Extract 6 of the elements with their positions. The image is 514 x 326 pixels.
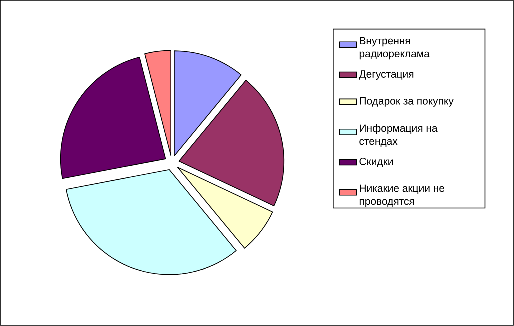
legend-label: Скидки: [360, 158, 394, 168]
legend-label: Подарок за покупку: [360, 98, 454, 107]
legend-label: Дегустация: [359, 70, 414, 80]
legend-label: Никакие акции не проводятся: [360, 184, 445, 208]
legend-label: Внутрення радиореклама: [360, 37, 430, 60]
legend-label: Информация на стендах: [360, 124, 438, 148]
